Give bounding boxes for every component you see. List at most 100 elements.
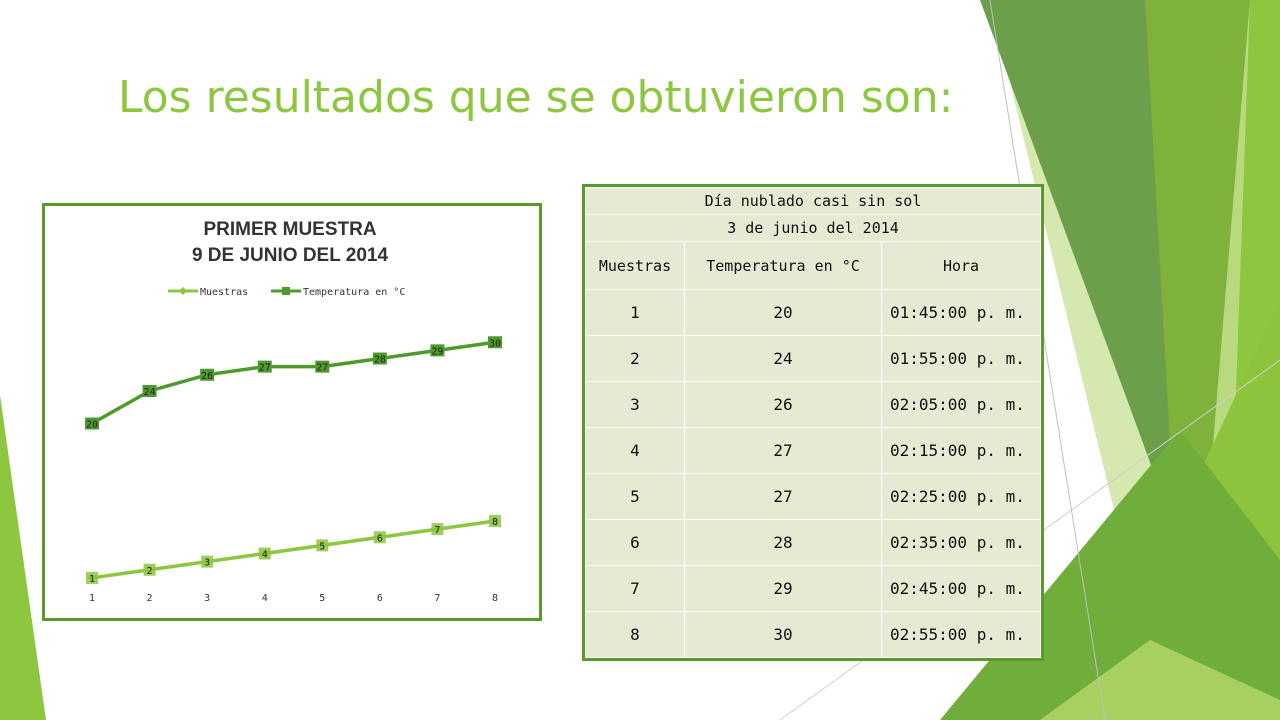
table-cell-hora: 02:45:00 p. m.: [881, 565, 1041, 612]
table-banner-date: 3 de junio del 2014: [585, 214, 1041, 242]
table-cell-muestra: 6: [585, 519, 685, 566]
deco-left-green-strip: [0, 395, 46, 720]
table-header-muestras: Muestras: [585, 241, 685, 290]
x-tick-label: 3: [204, 593, 210, 604]
data-label-bg-muestras: [316, 539, 329, 552]
table-cell-temperatura: 29: [684, 565, 882, 612]
data-label-muestras: 6: [377, 533, 383, 544]
data-point-temperatura: [488, 336, 502, 349]
x-tick-label: 2: [147, 593, 153, 604]
chart-plot-area: 1 2 3 4 5 6 7 8 1 2 3 4 5 6 7 8 20 24 26 27 27 28 29 30: [85, 336, 502, 604]
legend-diamond-icon: [179, 287, 187, 295]
data-point-temperatura: [315, 360, 330, 373]
table-cell-muestra: 2: [585, 335, 685, 382]
table-cell-temperatura: 20: [684, 289, 882, 336]
table-cell-hora: 01:55:00 p. m.: [881, 335, 1041, 382]
series-line-temperatura: [91, 340, 496, 426]
table-row: 6 28 02:35:00 p. m.: [585, 519, 1041, 566]
legend-square-icon: [282, 287, 290, 295]
data-label-temperatura: 26: [201, 371, 213, 382]
data-label-muestras: 8: [492, 517, 498, 528]
data-label-temperatura: 27: [316, 363, 328, 374]
chart-title: PRIMER MUESTRA: [203, 219, 376, 240]
data-label-muestras: 3: [204, 558, 210, 569]
table-cell-hora: 02:05:00 p. m.: [881, 381, 1041, 428]
table-cell-temperatura: 26: [684, 381, 882, 428]
x-tick-label: 6: [377, 593, 383, 604]
data-label-muestras: 5: [319, 541, 325, 552]
table-header-row: Muestras Temperatura en °C Hora: [585, 241, 1041, 290]
table-cell-temperatura: 30: [684, 611, 882, 658]
table-cell-muestra: 4: [585, 427, 685, 474]
data-label-bg-muestras: [489, 515, 501, 527]
data-label-temperatura: 27: [259, 363, 271, 374]
data-point-temperatura: [430, 344, 445, 357]
x-tick-label: 7: [434, 593, 440, 604]
table-cell-muestra: 3: [585, 381, 685, 428]
temperature-table: Día nublado casi sin sol 3 de junio del …: [585, 187, 1041, 658]
data-point-temperatura: [85, 417, 99, 430]
table-cell-muestra: 1: [585, 289, 685, 336]
deco-bottom-pale-triangle: [1040, 640, 1280, 720]
line-chart: PRIMER MUESTRA 9 DE JUNIO DEL 2014 Muest…: [42, 203, 542, 621]
data-point-temperatura: [372, 352, 387, 365]
table-row: 3 26 02:05:00 p. m.: [585, 381, 1041, 428]
data-label-muestras: 1: [89, 574, 95, 585]
table-row: 2 24 01:55:00 p. m.: [585, 335, 1041, 382]
line-chart-svg: PRIMER MUESTRA 9 DE JUNIO DEL 2014 Muest…: [85, 219, 502, 604]
table-header-hora: Hora: [881, 241, 1041, 290]
data-label-temperatura: 30: [489, 338, 501, 349]
table-row: 4 27 02:15:00 p. m.: [585, 427, 1041, 474]
data-label-bg-muestras: [201, 555, 214, 568]
deco-right-dark-green-band: [980, 0, 1205, 530]
table-cell-temperatura: 24: [684, 335, 882, 382]
data-label-temperatura: 29: [431, 346, 443, 357]
data-label-bg-muestras: [258, 547, 271, 560]
table-cell-hora: 02:35:00 p. m.: [881, 519, 1041, 566]
table-banner-date-row: 3 de junio del 2014: [585, 214, 1041, 242]
table-cell-temperatura: 27: [684, 427, 882, 474]
x-tick-label: 8: [492, 593, 498, 604]
table-cell-hora: 02:15:00 p. m.: [881, 427, 1041, 474]
legend-label-temperatura: Temperatura en °C: [303, 287, 405, 298]
table-cell-temperatura: 27: [684, 473, 882, 520]
table-cell-hora: 02:25:00 p. m.: [881, 473, 1041, 520]
data-label-temperatura: 24: [144, 387, 156, 398]
table-cell-muestra: 5: [585, 473, 685, 520]
data-point-temperatura: [200, 368, 215, 381]
table-banner-row: Día nublado casi sin sol: [585, 187, 1041, 215]
data-label-muestras: 4: [262, 550, 268, 561]
chart-subtitle: 9 DE JUNIO DEL 2014: [192, 245, 389, 266]
deco-thin-line-1: [989, 0, 1106, 720]
table-header-temperatura: Temperatura en °C: [684, 241, 882, 290]
series-line-muestras: [91, 519, 496, 580]
data-table: Día nublado casi sin sol 3 de junio del …: [582, 184, 1044, 661]
data-label-temperatura: 20: [86, 420, 98, 431]
table-cell-muestra: 7: [585, 565, 685, 612]
table-row: 1 20 01:45:00 p. m.: [585, 289, 1041, 336]
data-label-temperatura: 28: [374, 355, 386, 366]
data-label-bg-muestras: [431, 523, 444, 536]
table-row: 7 29 02:45:00 p. m.: [585, 565, 1041, 612]
x-tick-label: 5: [319, 593, 325, 604]
data-label-muestras: 2: [147, 566, 153, 577]
deco-right-mid-green-band: [1145, 0, 1250, 530]
chart-legend: Muestras Temperatura en °C: [168, 287, 405, 298]
slide-title: Los resultados que se obtuvieron son:: [118, 72, 954, 123]
data-label-bg-muestras: [86, 571, 98, 584]
table-row: 8 30 02:55:00 p. m.: [585, 611, 1041, 658]
data-point-temperatura: [142, 385, 157, 397]
x-tick-label: 1: [89, 593, 95, 604]
data-point-temperatura: [257, 360, 272, 373]
data-label-bg-muestras: [143, 563, 156, 576]
legend-label-muestras: Muestras: [200, 287, 248, 298]
table-cell-temperatura: 28: [684, 519, 882, 566]
data-label-muestras: 7: [434, 525, 440, 536]
table-banner-weather: Día nublado casi sin sol: [585, 187, 1041, 215]
table-row: 5 27 02:25:00 p. m.: [585, 473, 1041, 520]
table-cell-muestra: 8: [585, 611, 685, 658]
table-cell-hora: 01:45:00 p. m.: [881, 289, 1041, 336]
data-label-bg-muestras: [373, 531, 386, 544]
x-tick-label: 4: [262, 593, 268, 604]
table-cell-hora: 02:55:00 p. m.: [881, 611, 1041, 658]
